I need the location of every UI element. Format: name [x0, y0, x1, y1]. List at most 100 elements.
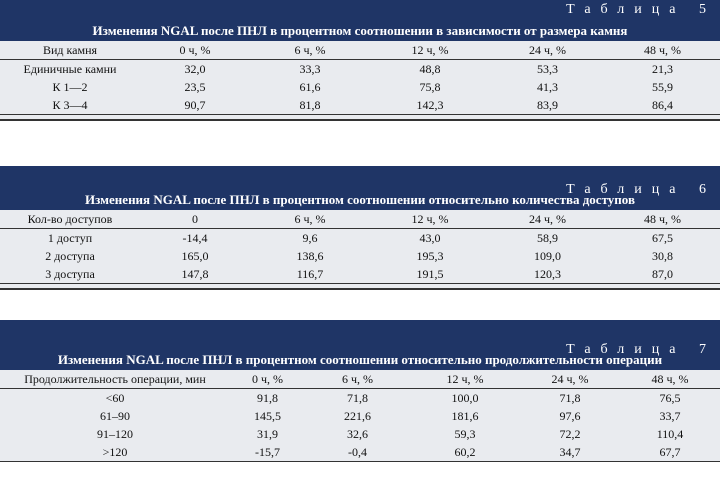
table-cell: 76,5 [659, 390, 681, 405]
row-label: К 1—2 [52, 79, 88, 94]
table-cell: 221,6 [344, 408, 371, 423]
table-cell: 72,2 [559, 426, 581, 441]
row-label: 91–120 [97, 426, 133, 441]
table-cell: 97,6 [559, 408, 581, 423]
column-header: 24 ч, % [520, 370, 620, 389]
table-row: К 1—2 23,5 61,6 75,8 41,3 55,9 [0, 78, 720, 96]
table-row: 2 доступа 165,0 138,6 195,3 109,0 30,8 [0, 247, 720, 265]
table-cell: 71,8 [347, 390, 368, 405]
table-cell: 67,5 [652, 230, 673, 245]
table-row: 61–90 145,5 221,6 181,6 97,6 33,7 [0, 407, 720, 425]
table-cell: 145,5 [254, 408, 281, 423]
table-7: Таблица 7 Изменения NGAL после ПНЛ в про… [0, 320, 720, 462]
table-cell: 33,3 [299, 61, 321, 76]
table-cell: 67,7 [620, 443, 720, 462]
row-label: 3 доступа [0, 265, 140, 284]
table-cell: 100,0 [451, 390, 479, 405]
table-cell: 87,0 [605, 265, 720, 284]
column-header: 6 ч, % [250, 210, 370, 229]
table-row: 3 доступа 147,8 116,7 191,5 120,3 87,0 [0, 265, 720, 284]
table-6-number: Таблица 6 [566, 182, 716, 197]
column-header: 0 ч, % [230, 370, 305, 389]
table-cell: 61,6 [299, 79, 321, 94]
table-cell: 53,3 [537, 61, 558, 76]
row-label: 61–90 [100, 408, 130, 423]
table-5-grid: Вид камня 0 ч, % 6 ч, % 12 ч, % 24 ч, % … [0, 41, 720, 115]
table-cell: 71,8 [559, 390, 581, 405]
table-5-bottom-rule [0, 115, 720, 121]
column-header: 48 ч, % [605, 210, 720, 229]
table-cell: 91,8 [257, 390, 278, 405]
table-cell: -0,4 [305, 443, 410, 462]
table-row: К 3—4 90,7 81,8 142,3 83,9 86,4 [0, 96, 720, 115]
row-label: 2 доступа [45, 248, 95, 263]
table-cell: 81,8 [250, 96, 370, 115]
table-cell: 48,8 [419, 61, 441, 76]
table-cell: 165,0 [181, 248, 209, 263]
table-row: Единичные камни 32,0 33,3 48,8 53,3 21,3 [0, 60, 720, 79]
table-6-title: Изменения NGAL после ПНЛ в процентном со… [85, 192, 635, 207]
table-6: Таблица 6 Изменения NGAL после ПНЛ в про… [0, 166, 720, 290]
table-row: 1 доступ -14,4 9,6 43,0 58,9 67,5 [0, 229, 720, 248]
table-cell: 116,7 [250, 265, 370, 284]
table-cell: 23,5 [184, 79, 206, 94]
table-5: Таблица 5 Изменения NGAL после ПНЛ в про… [0, 0, 720, 121]
table-5-header: Таблица 5 Изменения NGAL после ПНЛ в про… [0, 0, 720, 41]
column-header: 0 ч, % [140, 41, 250, 60]
column-header: Вид камня [0, 41, 140, 60]
table-cell: 60,2 [410, 443, 520, 462]
column-header: 12 ч, % [370, 210, 490, 229]
table-row: 91–120 31,9 32,6 59,3 72,2 110,4 [0, 425, 720, 443]
row-label: >120 [0, 443, 230, 462]
table-cell: 41,3 [537, 79, 558, 94]
column-header: 48 ч, % [620, 370, 720, 389]
row-label: Единичные камни [23, 61, 117, 76]
table-cell: 59,3 [454, 426, 476, 441]
table-cell: 181,6 [451, 408, 479, 423]
table-cell: 83,9 [490, 96, 605, 115]
column-header: Кол-во доступов [0, 210, 140, 229]
table-cell: 43,0 [419, 230, 441, 245]
column-header: Продолжительность операции, мин [0, 370, 230, 389]
table-6-column-headers: Кол-во доступов 0 6 ч, % 12 ч, % 24 ч, %… [0, 210, 720, 229]
table-cell: 138,6 [296, 248, 324, 263]
table-cell: 32,0 [184, 61, 206, 76]
table-cell: 110,4 [656, 426, 684, 441]
table-cell: 55,9 [652, 79, 673, 94]
table-cell: 34,7 [520, 443, 620, 462]
column-header: 6 ч, % [250, 41, 370, 60]
table-cell: 31,9 [257, 426, 278, 441]
column-header: 48 ч, % [605, 41, 720, 60]
row-label: 1 доступ [47, 230, 93, 245]
table-cell: 21,3 [652, 61, 673, 76]
row-label: К 3—4 [0, 96, 140, 115]
table-7-column-headers: Продолжительность операции, мин 0 ч, % 6… [0, 370, 720, 389]
table-6-header: Таблица 6 Изменения NGAL после ПНЛ в про… [0, 166, 720, 210]
column-header: 12 ч, % [370, 41, 490, 60]
table-6-bottom-rule [0, 284, 720, 290]
column-header: 24 ч, % [490, 41, 605, 60]
table-cell: -15,7 [230, 443, 305, 462]
table-cell: 75,8 [419, 79, 441, 94]
table-cell: 195,3 [416, 248, 444, 263]
table-7-grid: Продолжительность операции, мин 0 ч, % 6… [0, 370, 720, 462]
table-cell: 9,6 [302, 230, 318, 245]
table-cell: 58,9 [537, 230, 558, 245]
table-5-number: Таблица 5 [566, 2, 716, 17]
row-label: <60 [105, 390, 125, 405]
table-cell: 142,3 [370, 96, 490, 115]
table-6-grid: Кол-во доступов 0 6 ч, % 12 ч, % 24 ч, %… [0, 210, 720, 284]
table-5-title: Изменения NGAL после ПНЛ в процентном со… [92, 23, 628, 38]
table-cell: 191,5 [370, 265, 490, 284]
table-cell: 86,4 [605, 96, 720, 115]
table-cell: -14,4 [182, 230, 208, 245]
table-cell: 33,7 [659, 408, 681, 423]
table-cell: 120,3 [490, 265, 605, 284]
column-header: 0 [140, 210, 250, 229]
table-7-header: Таблица 7 Изменения NGAL после ПНЛ в про… [0, 320, 720, 370]
table-cell: 109,0 [534, 248, 561, 263]
table-cell: 147,8 [140, 265, 250, 284]
table-5-column-headers: Вид камня 0 ч, % 6 ч, % 12 ч, % 24 ч, % … [0, 41, 720, 60]
table-cell: 90,7 [140, 96, 250, 115]
table-row: <60 91,8 71,8 100,0 71,8 76,5 [0, 389, 720, 408]
